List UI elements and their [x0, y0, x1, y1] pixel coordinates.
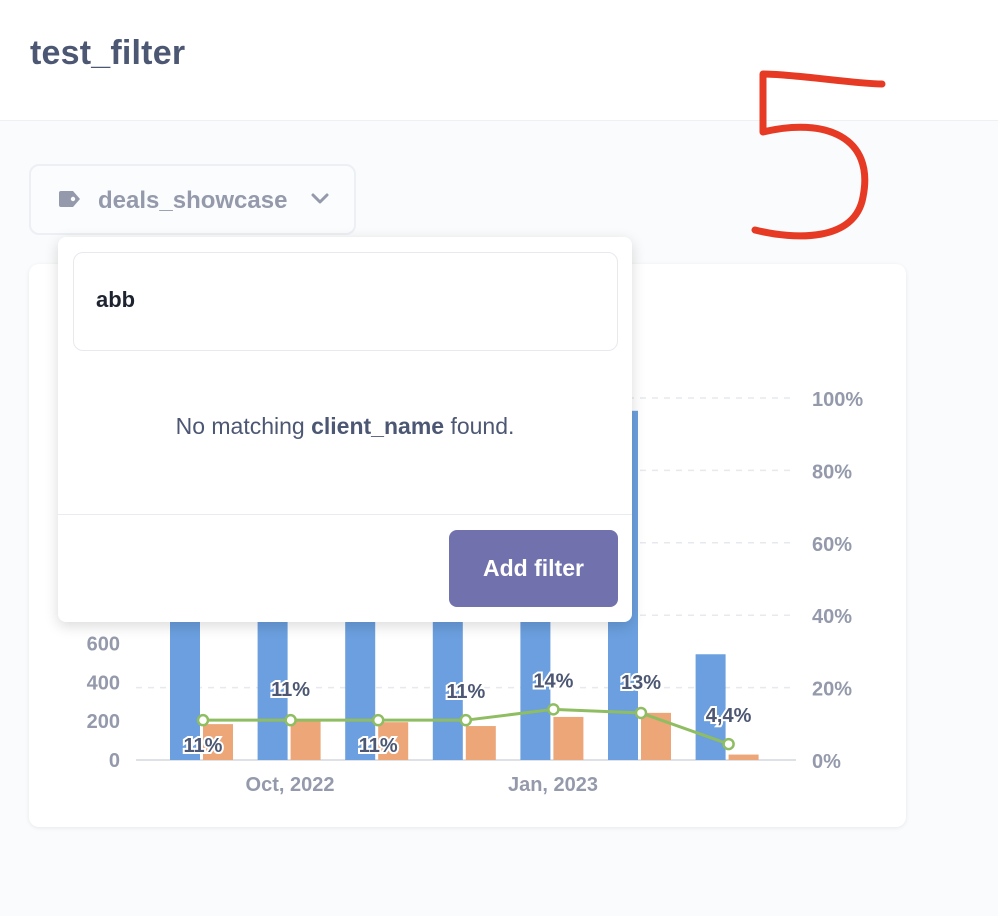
data-label: 11% — [271, 679, 310, 701]
filter-popover: No matching client_name found. Add filte… — [58, 237, 632, 622]
dashboard-header: test_filter — [0, 0, 998, 121]
bar — [290, 720, 321, 760]
line-point — [547, 703, 560, 716]
line-point — [196, 713, 210, 727]
empty-message-field: client_name — [311, 413, 445, 439]
line-point — [722, 737, 735, 751]
left-axis-tick-label: 200 — [87, 711, 120, 733]
data-label: 13% — [621, 672, 661, 694]
handwritten-annotation — [751, 70, 886, 240]
bar — [553, 716, 584, 760]
add-filter-button[interactable]: Add filter — [449, 530, 618, 607]
search-input[interactable] — [96, 287, 596, 313]
line-point — [284, 713, 297, 727]
right-axis-tick-label: 20% — [812, 679, 852, 701]
right-axis-tick-label: 60% — [812, 534, 852, 556]
left-axis-tick-label: 600 — [87, 634, 120, 656]
bar — [728, 754, 759, 760]
chevron-down-icon[interactable] — [310, 192, 330, 206]
line-point — [459, 713, 473, 727]
right-axis-tick-label: 80% — [812, 461, 852, 483]
right-axis-tick-label: 100% — [812, 389, 863, 411]
tag-icon — [59, 191, 80, 207]
annotation-stroke — [751, 70, 886, 240]
right-axis-tick-label: 40% — [812, 606, 852, 628]
search-box[interactable] — [73, 252, 618, 351]
data-label: 11% — [184, 735, 223, 757]
data-label: 11% — [446, 681, 485, 703]
x-axis-tick-label: Jan, 2023 — [508, 774, 598, 796]
filter-label: deals_showcase — [98, 187, 288, 214]
data-label: 11% — [359, 735, 398, 757]
empty-message: No matching client_name found. — [58, 413, 632, 440]
empty-message-prefix: No matching — [175, 413, 312, 439]
filter-widget[interactable]: deals_showcase — [29, 164, 356, 235]
left-axis-tick-label: 400 — [87, 672, 120, 694]
empty-message-suffix: found. — [444, 413, 515, 439]
left-axis-tick-label: 0 — [109, 750, 120, 772]
bar — [465, 726, 496, 760]
right-axis-tick-label: 0% — [812, 751, 841, 773]
x-axis-tick-label: Oct, 2022 — [246, 774, 335, 796]
bar — [641, 712, 671, 760]
line-point — [371, 713, 385, 727]
bar — [203, 724, 233, 760]
popover-divider — [58, 514, 632, 515]
line-point — [634, 706, 648, 720]
bar — [378, 722, 409, 760]
page-title: test_filter — [30, 34, 186, 72]
data-label: 14% — [533, 670, 573, 692]
data-label: 4,4% — [706, 705, 752, 727]
